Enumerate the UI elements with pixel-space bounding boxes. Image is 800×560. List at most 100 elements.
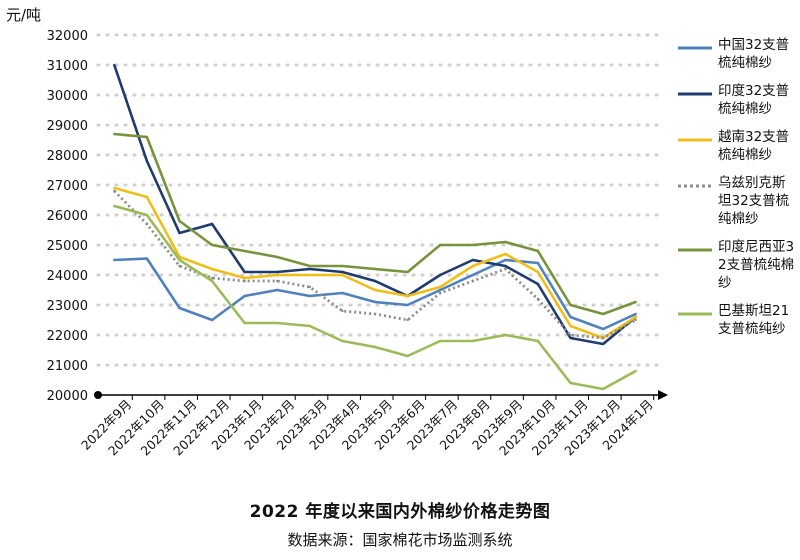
data-point (308, 273, 312, 277)
data-point (341, 264, 344, 268)
legend-item: 中国32支普梳纯棉纱 (676, 36, 798, 72)
data-point (634, 315, 637, 319)
data-point (504, 258, 507, 262)
y-tick-label: 32000 (47, 29, 88, 44)
y-axis-unit-label: 元/吨 (6, 6, 42, 24)
data-point (634, 369, 637, 373)
data-point (145, 222, 149, 226)
data-point (276, 279, 279, 283)
data-point (634, 312, 637, 316)
y-tick-label: 29000 (47, 119, 88, 134)
data-point (471, 264, 474, 268)
data-point (145, 213, 149, 217)
data-point (113, 132, 116, 136)
data-point (373, 288, 377, 292)
legend-label: 印度32支普梳纯棉纱 (718, 83, 790, 117)
y-tick-label: 27000 (47, 179, 88, 194)
chart-legend: 中国32支普梳纯棉纱 印度32支普梳纯棉纱 越南32支普梳纯棉纱乌兹别克斯坦32支普… (676, 36, 798, 348)
legend-label: 越南32支普梳纯棉纱 (718, 129, 790, 163)
data-point (601, 342, 605, 346)
x-axis: 2022年9月2022年10月2022年11月2022年12月2023年1月20… (78, 390, 668, 459)
data-point (471, 258, 474, 262)
data-point (341, 309, 344, 313)
data-point (406, 303, 409, 307)
legend-label: 乌兹别克斯坦32支普梳纯棉纱 (718, 175, 790, 227)
data-point (243, 294, 246, 298)
legend-swatch (678, 184, 712, 188)
data-point (276, 270, 279, 274)
legend-item: 巴基斯坦21支普梳纯纱 (676, 302, 798, 338)
data-point (373, 345, 377, 349)
data-point (341, 273, 344, 277)
legend-swatch (678, 46, 712, 50)
data-point (634, 318, 637, 322)
data-point (536, 270, 540, 274)
data-point (601, 336, 605, 340)
data-point (406, 354, 409, 358)
data-point (113, 189, 116, 193)
data-point (178, 219, 181, 223)
data-point (178, 264, 181, 268)
data-point (504, 240, 507, 244)
data-point (113, 204, 116, 208)
data-point (569, 303, 572, 307)
data-point (276, 288, 279, 292)
data-point (308, 294, 312, 298)
data-point (243, 249, 246, 253)
data-point (471, 279, 474, 283)
data-point (276, 321, 279, 325)
y-tick-label: 23000 (47, 299, 88, 314)
data-point (145, 257, 149, 260)
data-point (536, 297, 540, 301)
y-tick-label: 31000 (47, 59, 88, 74)
chart-source: 数据来源：国家棉花市场监测系统 (287, 531, 513, 549)
data-point (438, 288, 442, 292)
data-point (536, 339, 540, 343)
data-point (113, 258, 116, 262)
data-point (569, 333, 572, 337)
data-point (601, 387, 605, 391)
data-point (569, 381, 572, 385)
y-tick-label: 22000 (47, 329, 88, 344)
data-point (243, 270, 246, 274)
chart-title: 2022 年度以来国内外棉纱价格走势图 (249, 502, 551, 522)
data-point (373, 312, 377, 316)
y-tick-label: 30000 (47, 89, 88, 104)
y-axis-ticks: 32000 31000 30000 29000 28000 27000 26000 25000… (47, 29, 88, 404)
y-tick-label: 26000 (47, 209, 88, 224)
x-axis-origin-dot (94, 391, 102, 399)
data-point (341, 270, 344, 274)
data-point (341, 339, 344, 343)
data-point (438, 291, 442, 295)
data-point (341, 291, 344, 295)
y-tick-label: 25000 (47, 239, 88, 254)
data-point (536, 249, 540, 253)
legend-label: 巴基斯坦21支普梳纯纱 (718, 303, 790, 337)
data-point (601, 327, 605, 331)
data-point (210, 276, 214, 280)
data-point (210, 279, 214, 283)
data-point (308, 264, 312, 268)
data-point (210, 267, 214, 271)
series-line (114, 132, 637, 316)
y-tick-label: 28000 (47, 149, 88, 164)
data-point (634, 300, 637, 304)
data-point (406, 318, 409, 322)
data-point (373, 300, 377, 304)
legend-label: 印度尼西亚32支普梳纯棉纱 (718, 239, 795, 291)
data-point (373, 279, 377, 283)
data-point (308, 267, 312, 271)
data-point (536, 261, 540, 265)
legend-item: 乌兹别克斯坦32支普梳纯棉纱 (676, 174, 798, 228)
data-point (145, 159, 149, 163)
data-point (504, 267, 507, 271)
data-point (373, 267, 377, 271)
legend-label: 中国32支普梳纯棉纱 (718, 37, 790, 71)
data-point (406, 294, 409, 298)
data-point (178, 306, 181, 310)
data-point (438, 339, 442, 343)
data-point (406, 270, 409, 274)
y-tick-label: 20000 (47, 389, 88, 404)
data-point (471, 273, 474, 277)
